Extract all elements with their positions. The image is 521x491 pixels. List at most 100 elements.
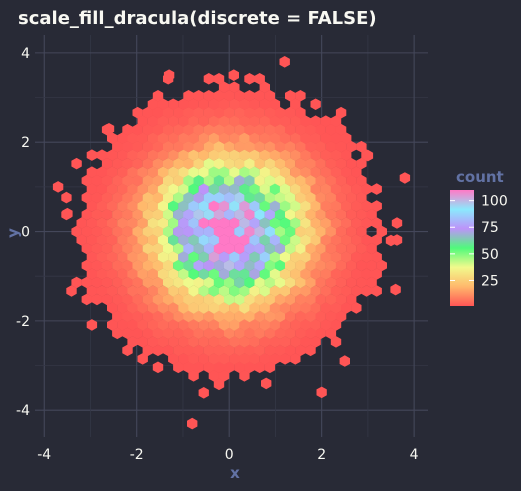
hex-bin (163, 106, 174, 119)
hex-bin (117, 268, 128, 280)
hex-bin (244, 225, 255, 238)
hex-bin (341, 149, 352, 161)
hex-bin (290, 268, 301, 280)
hex-bin (249, 336, 260, 348)
hex-bin (112, 174, 123, 187)
hex-bin (137, 285, 148, 297)
hex-bin (254, 157, 265, 170)
hex-bin (96, 166, 108, 178)
hex-bin (107, 302, 118, 314)
hex-bin (341, 200, 352, 212)
hex-bin (234, 259, 245, 272)
hex-bin (315, 310, 326, 323)
hex-bin (229, 319, 240, 331)
hex-bin (279, 132, 291, 144)
hex-bin (274, 242, 286, 255)
hex-bin (188, 234, 199, 246)
hex-bin (213, 208, 225, 221)
hex-bin (234, 310, 245, 323)
hex-bin (142, 174, 153, 187)
hex-bin (351, 166, 362, 178)
hex-bin (157, 132, 169, 144)
hex-bin (264, 276, 276, 289)
hex-bin (325, 310, 337, 323)
hex-bin (173, 310, 184, 323)
hex-bin (224, 327, 235, 340)
hex-bin (239, 132, 250, 144)
hex-bin (213, 378, 225, 391)
hex-bin (218, 149, 230, 161)
hex-bin (244, 259, 255, 272)
hex-bin (183, 106, 194, 119)
hex-bin (310, 251, 321, 263)
hex-bin (239, 268, 250, 280)
hex-bin (213, 73, 225, 85)
hex-bin (142, 157, 153, 170)
hex-bin (259, 115, 270, 127)
hex-bin (224, 276, 235, 289)
hex-bin (305, 123, 316, 136)
hex-bin (234, 242, 245, 255)
hexbin-layer (52, 56, 411, 430)
hex-bin (224, 293, 235, 306)
hex-bin (305, 293, 316, 306)
hex-bin (229, 268, 240, 280)
hex-bin (244, 327, 255, 340)
hex-bin (137, 302, 148, 314)
hex-bin (269, 200, 281, 212)
hex-bin (193, 259, 204, 272)
hex-bin (315, 225, 326, 238)
hex-bin (173, 106, 184, 119)
hex-bin (254, 90, 265, 102)
hex-bin (229, 149, 240, 161)
hex-bin (142, 293, 153, 306)
hex-bin (376, 259, 387, 272)
hex-bin (218, 268, 230, 280)
hex-bin-outlier (339, 355, 350, 367)
hex-bin (137, 319, 148, 331)
hex-bin (310, 200, 321, 212)
hex-bin (371, 217, 382, 229)
hex-bin (142, 276, 153, 289)
hex-bin (178, 115, 189, 127)
hex-bin (249, 251, 260, 263)
hex-bin (346, 208, 357, 221)
hex-bin (315, 293, 326, 306)
hex-bin (178, 251, 189, 263)
hex-bin (285, 242, 296, 255)
hex-bin (218, 353, 230, 365)
hex-bin (157, 183, 169, 195)
hex-bin (366, 242, 377, 255)
hex-bin (224, 157, 235, 170)
hex-bin (142, 208, 153, 221)
hex-bin (229, 81, 240, 93)
hex-bin (112, 208, 123, 221)
hex-bin (152, 259, 164, 272)
hex-bin (224, 361, 235, 374)
hex-bin (218, 251, 230, 263)
hex-bin (203, 259, 214, 272)
hex-bin (203, 73, 214, 85)
hex-bin (346, 191, 357, 204)
hex-bin (351, 285, 362, 297)
hex-bin (295, 242, 306, 255)
hex-bin (305, 327, 316, 340)
hex-bin (264, 208, 276, 221)
hex-bin (132, 208, 143, 221)
hex-bin (229, 217, 240, 229)
hex-bin (249, 98, 260, 110)
hex-bin (183, 327, 194, 340)
hex-bin (254, 242, 265, 255)
hex-bin (188, 200, 199, 212)
hex-bin (213, 327, 225, 340)
hex-bin (193, 157, 204, 170)
hex-bin (295, 140, 306, 153)
hex-bin (264, 90, 276, 102)
hex-bin (147, 251, 159, 263)
hex-bin (330, 268, 342, 280)
hex-bin (188, 268, 199, 280)
hex-bin (254, 327, 265, 340)
hex-bin (157, 115, 169, 127)
hex-bin (320, 183, 331, 195)
hex-bin (330, 149, 342, 161)
